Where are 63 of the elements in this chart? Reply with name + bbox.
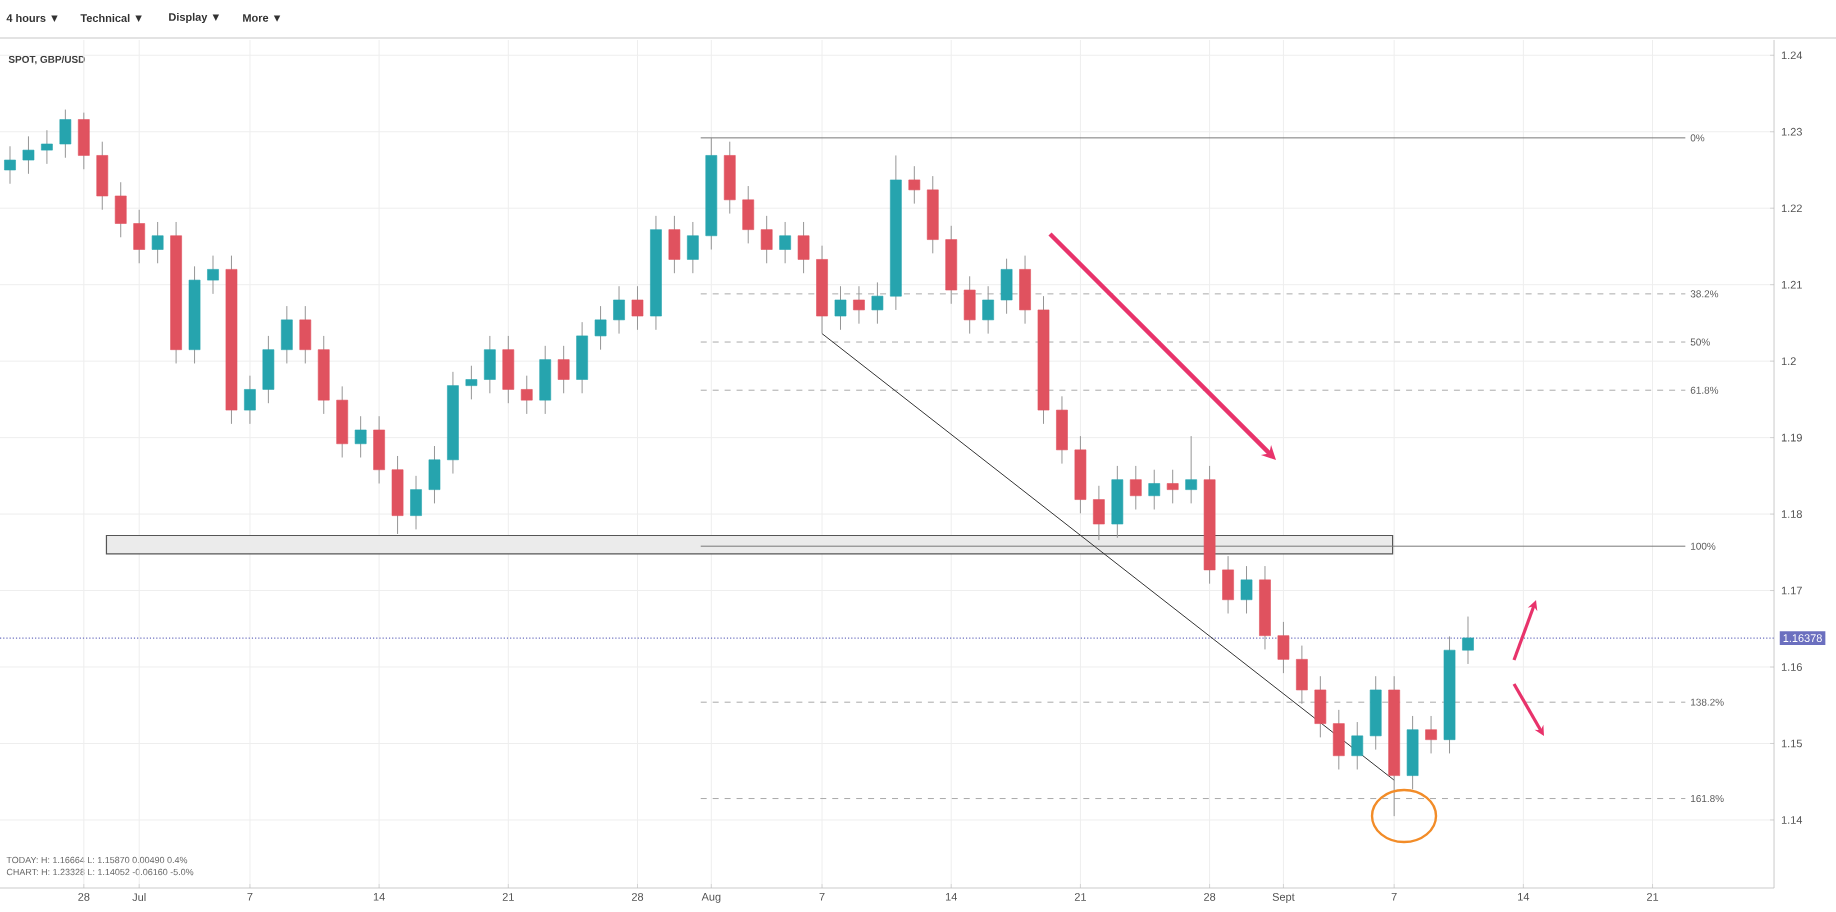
candlestick [354,415,367,458]
candlestick [853,285,865,325]
candlestick [668,215,681,274]
candlestick [1148,469,1161,510]
candlestick [1000,258,1013,315]
candlestick [1222,555,1234,614]
candlestick [502,335,515,404]
candlestick [1425,715,1437,754]
candlestick [539,345,552,415]
candlestick [797,221,810,274]
candlestick [1019,255,1031,325]
candlestick [963,275,976,335]
candlestick [742,185,755,244]
candlestick [465,365,478,400]
candlestick [687,221,699,274]
candlestick [1296,645,1308,705]
candlestick [41,129,53,165]
candlestick [77,112,90,170]
candlestick [1093,485,1105,541]
candlestick [1351,721,1364,770]
candlestick [428,445,441,504]
candlestick [96,141,109,211]
candlestick [779,221,791,264]
candlestick [1332,709,1345,770]
candlestick [151,221,164,264]
candlestick [1277,621,1290,674]
candlestick [834,285,847,331]
candlestick [262,335,275,404]
candlestick [4,145,16,185]
candlestick [1314,675,1327,738]
candlestick [1129,465,1142,510]
candlestick [613,285,625,335]
candlestick [22,135,35,175]
candlestick [280,305,293,364]
candlestick [373,415,385,484]
candlestick [723,141,736,215]
candlestick [1240,565,1253,614]
candlestick [982,285,994,335]
candlestick [1185,435,1197,504]
candlestick [557,345,570,394]
candlestick [1369,675,1382,751]
candlestick [133,209,146,264]
candlestick [207,255,219,295]
candlestick [484,335,496,394]
candlestick [760,215,773,264]
candlestick [336,385,349,458]
candlestick [594,305,607,351]
candlestick [1462,616,1474,665]
candlestick [631,285,644,331]
candlestick [391,455,404,535]
candlestick [59,109,72,159]
candlestick [1111,465,1124,539]
candlestick [1406,715,1419,790]
candlestick [299,305,312,364]
candlestick [520,375,533,415]
candlestick [244,375,256,425]
candlestick [576,321,588,394]
candlestick [871,281,884,325]
candlestick [1166,469,1179,504]
candlestick [410,475,422,530]
candlestick [908,165,921,205]
candlestick [114,181,127,238]
candlestick [1056,395,1068,465]
